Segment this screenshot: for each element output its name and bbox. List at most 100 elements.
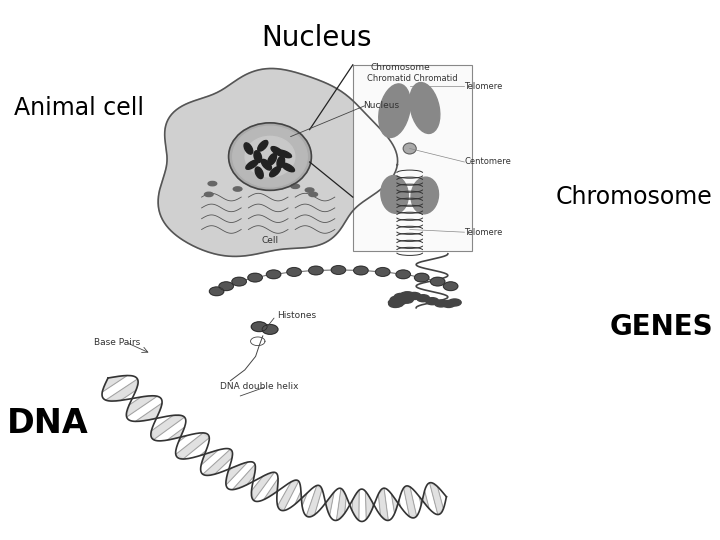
Ellipse shape	[282, 163, 294, 172]
Ellipse shape	[261, 159, 271, 170]
Ellipse shape	[391, 300, 404, 307]
Ellipse shape	[254, 151, 261, 163]
Polygon shape	[306, 485, 322, 516]
Polygon shape	[203, 449, 232, 474]
Ellipse shape	[394, 298, 407, 305]
Polygon shape	[167, 427, 186, 442]
Ellipse shape	[251, 322, 267, 332]
Bar	[353, 65, 472, 251]
Ellipse shape	[402, 293, 415, 300]
Ellipse shape	[379, 84, 410, 138]
Ellipse shape	[417, 295, 430, 302]
Ellipse shape	[396, 270, 410, 279]
Polygon shape	[151, 415, 184, 440]
Ellipse shape	[395, 293, 408, 300]
Text: Base Pairs: Base Pairs	[94, 339, 140, 347]
Ellipse shape	[208, 181, 217, 186]
Text: DNA double helix: DNA double helix	[220, 382, 298, 390]
Ellipse shape	[246, 160, 258, 170]
Ellipse shape	[229, 123, 311, 191]
Ellipse shape	[390, 296, 403, 303]
Ellipse shape	[415, 273, 429, 282]
Polygon shape	[106, 379, 138, 401]
Text: Telomere: Telomere	[464, 228, 503, 237]
Ellipse shape	[309, 192, 318, 197]
Text: Chromosome: Chromosome	[556, 185, 713, 209]
Text: Nucleus: Nucleus	[261, 24, 372, 52]
Ellipse shape	[389, 299, 402, 306]
Text: Animal cell: Animal cell	[14, 96, 145, 120]
Ellipse shape	[287, 268, 301, 276]
Text: Histones: Histones	[277, 312, 316, 320]
Polygon shape	[251, 472, 274, 501]
Ellipse shape	[255, 167, 264, 179]
Text: Telomere: Telomere	[464, 82, 503, 91]
Ellipse shape	[426, 298, 438, 305]
Ellipse shape	[448, 299, 461, 306]
Ellipse shape	[376, 268, 390, 276]
Ellipse shape	[331, 266, 346, 274]
Ellipse shape	[403, 143, 416, 154]
Polygon shape	[430, 483, 444, 515]
Polygon shape	[176, 433, 210, 459]
Ellipse shape	[435, 300, 448, 307]
Polygon shape	[378, 488, 388, 521]
Polygon shape	[295, 491, 307, 506]
Polygon shape	[127, 396, 157, 417]
Ellipse shape	[431, 277, 445, 286]
Ellipse shape	[268, 154, 276, 165]
Ellipse shape	[411, 177, 438, 214]
Text: Chromatid Chromatid: Chromatid Chromatid	[367, 74, 458, 83]
Text: Chromosome: Chromosome	[371, 63, 431, 72]
Polygon shape	[352, 490, 359, 521]
Ellipse shape	[305, 188, 314, 192]
Ellipse shape	[309, 266, 323, 275]
Polygon shape	[336, 489, 346, 521]
Ellipse shape	[442, 300, 455, 307]
Ellipse shape	[219, 282, 233, 291]
Ellipse shape	[400, 293, 413, 300]
Text: Centomere: Centomere	[464, 158, 511, 166]
Polygon shape	[325, 492, 334, 516]
Ellipse shape	[397, 295, 410, 302]
Ellipse shape	[262, 325, 278, 334]
Ellipse shape	[244, 143, 253, 154]
Ellipse shape	[402, 292, 415, 299]
Ellipse shape	[400, 292, 413, 299]
Text: Nucleus: Nucleus	[364, 101, 400, 110]
Polygon shape	[392, 494, 400, 514]
Ellipse shape	[271, 146, 284, 156]
Ellipse shape	[381, 176, 408, 213]
Ellipse shape	[269, 167, 281, 177]
Ellipse shape	[248, 273, 262, 282]
Polygon shape	[278, 481, 299, 510]
Polygon shape	[419, 491, 429, 509]
Ellipse shape	[233, 187, 242, 191]
Ellipse shape	[277, 156, 284, 168]
Polygon shape	[404, 487, 417, 517]
Polygon shape	[233, 464, 255, 490]
Polygon shape	[366, 491, 373, 519]
Text: Cell: Cell	[261, 236, 279, 245]
Polygon shape	[102, 375, 127, 392]
Polygon shape	[226, 462, 248, 485]
Ellipse shape	[389, 300, 402, 307]
Ellipse shape	[266, 270, 281, 279]
Ellipse shape	[245, 137, 295, 177]
Ellipse shape	[400, 296, 413, 303]
Ellipse shape	[277, 150, 292, 158]
Polygon shape	[200, 450, 218, 465]
Polygon shape	[264, 478, 278, 500]
Polygon shape	[135, 403, 162, 421]
Ellipse shape	[258, 140, 268, 151]
Ellipse shape	[232, 277, 246, 286]
Polygon shape	[158, 69, 397, 256]
Ellipse shape	[204, 192, 213, 197]
Ellipse shape	[354, 266, 368, 275]
Text: GENES: GENES	[609, 313, 713, 341]
Ellipse shape	[210, 287, 224, 295]
Ellipse shape	[444, 282, 458, 291]
Ellipse shape	[410, 83, 440, 133]
Ellipse shape	[291, 184, 300, 188]
Ellipse shape	[408, 293, 421, 300]
